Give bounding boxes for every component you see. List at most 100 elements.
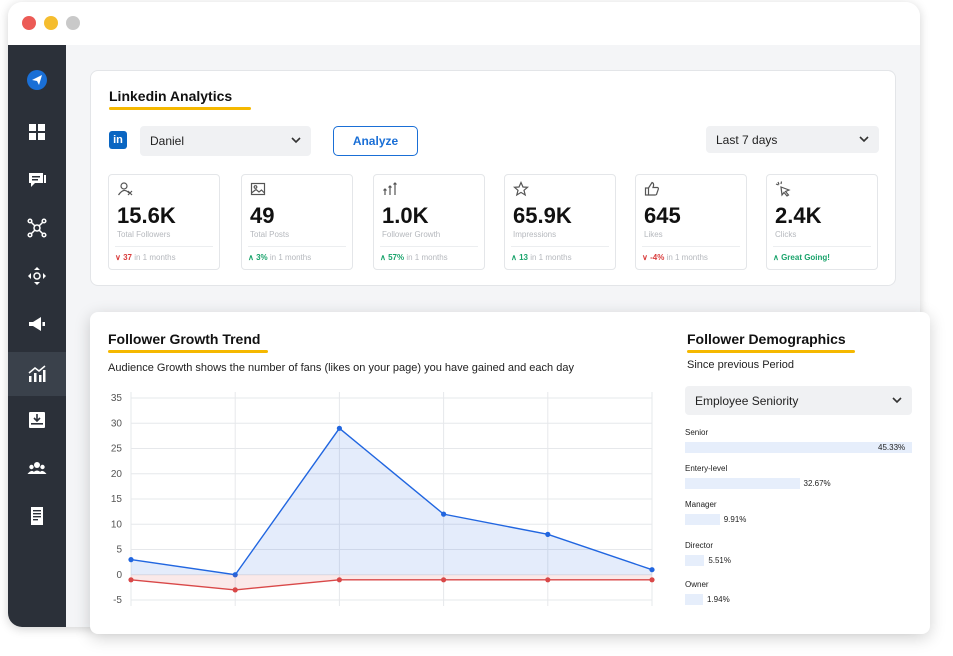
stat-change-period: in 1 months [134, 253, 176, 262]
up-arrow-icon: ∧ [511, 253, 520, 262]
follower-demographics-title: Follower Demographics [687, 331, 846, 347]
stat-value: 65.9K [513, 203, 572, 228]
analyze-button[interactable]: Analyze [333, 126, 418, 156]
megaphone-icon [29, 317, 45, 331]
thumbs-up-icon [644, 181, 660, 197]
data-point [649, 577, 655, 583]
data-point [649, 567, 655, 573]
down-arrow-icon: ∨ [642, 253, 651, 262]
users-icon [27, 462, 47, 474]
chevron-down-icon [892, 394, 902, 408]
demographic-label: Manager [685, 500, 717, 509]
stat-card-total-followers: 15.6K Total Followers ∨ 37 in 1 months [108, 174, 220, 270]
stat-value: 15.6K [117, 203, 176, 228]
y-tick-label: 30 [111, 418, 123, 429]
stat-value: 645 [644, 203, 681, 228]
stat-label: Likes [644, 230, 663, 239]
linkedin-analytics-card [90, 70, 896, 286]
stat-card-likes: 645 Likes ∨ -4% in 1 months [635, 174, 747, 270]
account-select[interactable]: Daniel [140, 126, 311, 156]
stat-card-follower-growth: 1.0K Follower Growth ∧ 57% in 1 months [373, 174, 485, 270]
stat-card-total-posts: 49 Total Posts ∧ 3% in 1 months [241, 174, 353, 270]
demographic-value: 1.94% [707, 595, 730, 604]
data-point [128, 577, 134, 583]
stat-change-period: in 1 months [666, 253, 708, 262]
demographic-value: 45.33% [878, 443, 906, 452]
star-icon [512, 181, 530, 197]
title-bar [8, 2, 920, 45]
data-point [232, 572, 238, 578]
close-window-button[interactable] [22, 16, 36, 30]
demographic-value: 5.51% [708, 556, 731, 565]
sidebar-item-analytics[interactable] [8, 352, 66, 396]
stat-label: Impressions [513, 230, 557, 239]
data-point [441, 511, 447, 517]
stat-change-value: 57% [388, 253, 405, 262]
sidebar-item-reports[interactable] [8, 496, 66, 536]
y-tick-label: 35 [111, 393, 123, 404]
down-arrow-icon: ∨ [115, 253, 124, 262]
sidebar-item-dashboard[interactable] [8, 112, 66, 152]
data-point [336, 425, 342, 431]
stat-label: Total Posts [250, 230, 290, 239]
growth-description: Audience Growth shows the number of fans… [108, 362, 574, 374]
sidebar-item-move[interactable] [8, 256, 66, 296]
up-arrow-icon: ∧ [773, 253, 782, 262]
paper-plane-icon [27, 70, 47, 90]
stat-change-value: Great Going! [781, 253, 830, 262]
divider [248, 246, 346, 247]
sidebar-item-publish[interactable] [8, 60, 66, 100]
stat-change: ∧ Great Going! [773, 253, 830, 262]
series-area [131, 428, 652, 575]
y-tick-label: 15 [111, 494, 123, 505]
minimize-window-button[interactable] [44, 16, 58, 30]
divider [511, 246, 609, 247]
growth-arrows-icon [382, 181, 398, 197]
sidebar-item-messages[interactable] [8, 160, 66, 200]
demographic-bar [685, 478, 800, 489]
y-tick-label: 20 [111, 469, 123, 480]
demographic-bar [685, 555, 705, 566]
move-icon [28, 267, 46, 285]
period-select-value: Last 7 days [716, 132, 778, 147]
data-point [336, 577, 342, 583]
data-point [232, 587, 238, 593]
y-tick-label: 5 [116, 545, 122, 556]
period-select[interactable]: Last 7 days [706, 126, 879, 153]
stat-change-value: -4% [650, 253, 665, 262]
y-tick-label: 0 [116, 570, 122, 581]
stat-change-period: in 1 months [406, 253, 448, 262]
demographic-bar [685, 514, 720, 525]
divider [773, 246, 871, 247]
sidebar-item-network[interactable] [8, 208, 66, 248]
divider [380, 246, 478, 247]
y-tick-label: 25 [111, 444, 123, 455]
title-underline [109, 107, 251, 110]
sidebar-item-downloads[interactable] [8, 400, 66, 440]
follower-growth-title: Follower Growth Trend [108, 331, 261, 347]
demographic-label: Director [685, 541, 714, 550]
document-icon [31, 507, 43, 525]
stat-change: ∧ 3% in 1 months [248, 253, 311, 262]
cursor-click-icon [775, 181, 791, 197]
sidebar-item-campaigns[interactable] [8, 304, 66, 344]
demographics-filter-select[interactable]: Employee Seniority [685, 386, 912, 415]
linkedin-analytics-title: Linkedin Analytics [109, 88, 233, 104]
stat-change: ∨ -4% in 1 months [642, 253, 708, 262]
maximize-window-button[interactable] [66, 16, 80, 30]
demographic-value: 32.67% [803, 479, 831, 488]
data-point [545, 577, 551, 583]
sidebar-item-team[interactable] [8, 448, 66, 488]
user-icon [117, 181, 133, 197]
y-tick-label: -5 [113, 595, 122, 606]
series-area [131, 574, 652, 590]
title-underline [108, 350, 268, 353]
series-line [130, 579, 652, 591]
demographic-bar [685, 594, 703, 605]
stat-value: 2.4K [775, 203, 822, 228]
stat-change: ∧ 57% in 1 months [380, 253, 448, 262]
demographic-label: Owner [685, 580, 709, 589]
stat-label: Clicks [775, 230, 797, 239]
data-point [128, 557, 134, 563]
